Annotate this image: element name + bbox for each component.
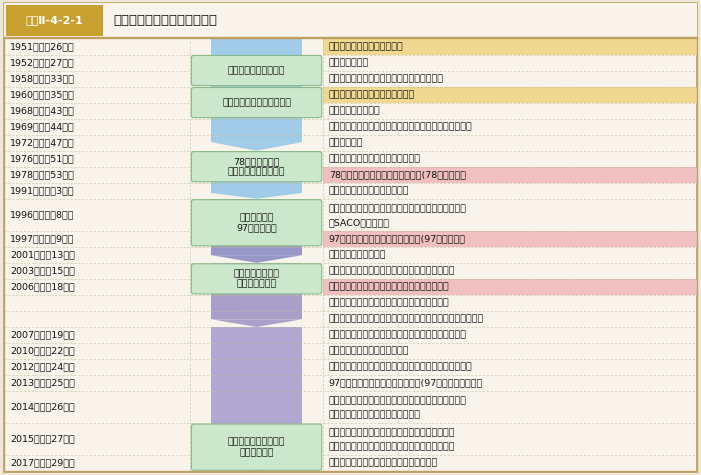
Text: 新「日米防衛協力のための指针」（新指针）策定: 新「日米防衛協力のための指针」（新指针）策定: [329, 442, 455, 451]
Text: 「新世紀の日米同盟」（小泉・ブッシュ会談）: 「新世紀の日米同盟」（小泉・ブッシュ会談）: [329, 298, 449, 307]
FancyBboxPatch shape: [4, 3, 697, 472]
FancyBboxPatch shape: [323, 38, 697, 55]
Text: 97「日米防衛協力のための指针」(97指针）見直し合意: 97「日米防衛協力のための指针」(97指针）見直し合意: [329, 379, 483, 388]
Text: 1976（昭和51）年: 1976（昭和51）年: [10, 154, 74, 163]
FancyBboxPatch shape: [191, 424, 322, 470]
Text: 日米安全保障条約締結５０周年: 日米安全保障条約締結５０周年: [329, 346, 409, 355]
Text: （旧ソ連の崩壊、冷戦の終結）: （旧ソ連の崩壊、冷戦の終結）: [329, 186, 409, 195]
Text: 安保改定と新日米安保条約: 安保改定と新日米安保条約: [222, 98, 291, 107]
FancyBboxPatch shape: [191, 87, 322, 118]
Text: 1960（昭和35）年: 1960（昭和35）年: [10, 90, 75, 99]
Text: 1996（平成　8）年: 1996（平成 8）年: [10, 210, 74, 219]
FancyBboxPatch shape: [4, 3, 697, 37]
Text: 佐藤・ニクソン会談（安保条約継続、沖縄施政権返還）: 佐藤・ニクソン会談（安保条約継続、沖縄施政権返還）: [329, 122, 472, 131]
Text: 新たな安全保障環境と
新指针の策定: 新たな安全保障環境と 新指针の策定: [228, 437, 285, 457]
Text: 「日米安全保障条約」承認・発効: 「日米安全保障条約」承認・発効: [329, 90, 415, 99]
Text: 「世界とアジアのための日米同盟」（安倍・ブッシュ会談）: 「世界とアジアのための日米同盟」（安倍・ブッシュ会談）: [329, 314, 484, 323]
Text: 1972（昭和47）年: 1972（昭和47）年: [10, 138, 74, 147]
Text: 「アジア太平洋及びこれを越えた地域の未来を形作る: 「アジア太平洋及びこれを越えた地域の未来を形作る: [329, 396, 467, 405]
Text: 「かけがえのない日米同盟」（安倍・ブッシュ会談）: 「かけがえのない日米同盟」（安倍・ブッシュ会談）: [329, 331, 467, 340]
Polygon shape: [211, 319, 302, 327]
Text: 「日米共同声明」（安倍・トランプ会談）: 「日米共同声明」（安倍・トランプ会談）: [329, 459, 438, 468]
Text: 2003（平成15）年: 2003（平成15）年: [10, 266, 75, 276]
FancyBboxPatch shape: [323, 86, 697, 103]
FancyBboxPatch shape: [211, 263, 302, 319]
Text: 旧「日米安全保障条約」承認: 旧「日米安全保障条約」承認: [329, 42, 404, 51]
Text: 1997（平成　9）年: 1997（平成 9）年: [10, 234, 74, 243]
Text: 「日米安全保障共同宣言」（橋本・クリントン会談）: 「日米安全保障共同宣言」（橋本・クリントン会談）: [329, 204, 467, 213]
FancyBboxPatch shape: [191, 56, 322, 86]
Text: 旧日米安保条約の時代: 旧日米安保条約の時代: [228, 66, 285, 75]
Text: 2010（平成22）年: 2010（平成22）年: [10, 346, 74, 355]
Text: 2001（平成13）年: 2001（平成13）年: [10, 250, 75, 259]
Text: 1952（昭和27）年: 1952（昭和27）年: [10, 58, 74, 67]
Text: （小笠原諸島復帰）: （小笠原諸島復帰）: [329, 106, 381, 115]
Text: 2015（平成27）年: 2015（平成27）年: [10, 435, 74, 444]
Text: 1951（昭和26）年: 1951（昭和26）年: [10, 42, 74, 51]
Polygon shape: [211, 255, 302, 263]
Text: 97「日米防衛協力のための指针」(97指针）策定: 97「日米防衛協力のための指针」(97指针）策定: [329, 234, 465, 243]
Text: 冷戦の終結と
97指针の策定: 冷戦の終結と 97指针の策定: [236, 213, 277, 232]
Polygon shape: [211, 463, 302, 471]
Text: 2017（平成29）年: 2017（平成29）年: [10, 459, 74, 468]
FancyBboxPatch shape: [191, 152, 322, 182]
Text: 1991（平成　3）年: 1991（平成 3）年: [10, 186, 74, 195]
FancyBboxPatch shape: [323, 231, 697, 247]
Text: 「日米共同ビジョン声明」（安倍・オバマ会談）: 「日米共同ビジョン声明」（安倍・オバマ会談）: [329, 428, 455, 437]
Text: 藤山・ダレス会談（日米安保条約改定同意）: 藤山・ダレス会談（日米安保条約改定同意）: [329, 74, 444, 83]
FancyBboxPatch shape: [191, 200, 322, 246]
Text: 日米同盟にかかわる主な経緯: 日米同盟にかかわる主な経緯: [114, 14, 217, 27]
Text: 78「日米防衛協力のための指针」(78指针）策定: 78「日米防衛協力のための指针」(78指针）策定: [329, 170, 465, 179]
Text: 1969（昭和44）年: 1969（昭和44）年: [10, 122, 74, 131]
Text: 2007（平成19）年: 2007（平成19）年: [10, 331, 74, 340]
Text: 1968（昭和43）年: 1968（昭和43）年: [10, 106, 75, 115]
Text: 米国同時多発テロ
以降の日米関係: 米国同時多発テロ 以降の日米関係: [233, 269, 280, 289]
FancyBboxPatch shape: [211, 151, 302, 193]
Text: 図表Ⅱ-4-2-1: 図表Ⅱ-4-2-1: [26, 15, 83, 26]
FancyBboxPatch shape: [323, 279, 697, 295]
FancyBboxPatch shape: [211, 199, 302, 255]
Text: 「同条約」発効: 「同条約」発効: [329, 58, 369, 67]
FancyBboxPatch shape: [6, 5, 103, 36]
Text: 2006（平成18）年: 2006（平成18）年: [10, 283, 74, 291]
FancyBboxPatch shape: [211, 38, 302, 142]
Text: （日米防衛協力小委員会設置合意）: （日米防衛協力小委員会設置合意）: [329, 154, 421, 163]
FancyBboxPatch shape: [191, 264, 322, 294]
Text: （沖縄復帰）: （沖縄復帰）: [329, 138, 363, 147]
Text: 「未来に向けた共通のビジョン」（野田・オバマ会談）: 「未来に向けた共通のビジョン」（野田・オバマ会談）: [329, 362, 472, 371]
FancyBboxPatch shape: [323, 167, 697, 183]
Polygon shape: [211, 142, 302, 151]
Text: 2014（平成26）年: 2014（平成26）年: [10, 403, 74, 412]
Text: 「世界の中の日米同盟」（小泉・ブッシュ会談）: 「世界の中の日米同盟」（小泉・ブッシュ会談）: [329, 266, 455, 276]
Text: 「SACO最終報告」: 「SACO最終報告」: [329, 218, 390, 227]
Text: 「再編の実施のための日米ロードマップ」策定: 「再編の実施のための日米ロードマップ」策定: [329, 283, 449, 291]
Text: 2012（平成24）年: 2012（平成24）年: [10, 362, 74, 371]
Text: 1978（昭和53）年: 1978（昭和53）年: [10, 170, 75, 179]
Text: 78指针の策定と
拡大する日米防衛協力: 78指针の策定と 拡大する日米防衛協力: [228, 157, 285, 176]
Polygon shape: [211, 193, 302, 199]
Text: 1958（昭和33）年: 1958（昭和33）年: [10, 74, 75, 83]
FancyBboxPatch shape: [211, 327, 302, 463]
Text: （米国同時多発テロ）: （米国同時多発テロ）: [329, 250, 386, 259]
Text: 2013（平成25）年: 2013（平成25）年: [10, 379, 75, 388]
Text: 日本と米国」（安倍・オバマ会談）: 日本と米国」（安倍・オバマ会談）: [329, 410, 421, 419]
